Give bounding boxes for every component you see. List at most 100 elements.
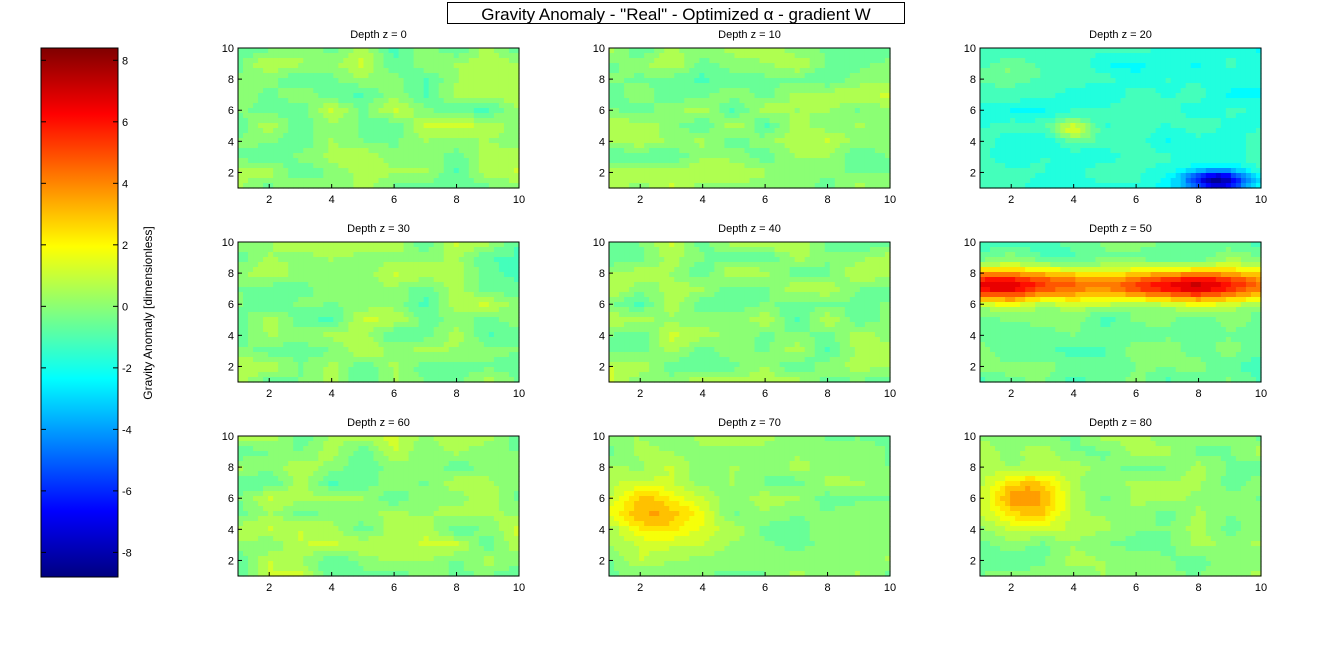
- contour-cell: [338, 148, 344, 154]
- contour-cell: [268, 133, 274, 139]
- contour-cell: [1160, 73, 1167, 79]
- contour-cell: [624, 58, 630, 64]
- contour-cell: [824, 123, 831, 129]
- contour-cell: [734, 178, 741, 184]
- contour-cell: [1155, 118, 1162, 124]
- contour-cell: [503, 118, 510, 124]
- contour-cell: [413, 93, 420, 99]
- contour-cell: [1115, 158, 1122, 164]
- contour-cell: [990, 178, 996, 184]
- contour-cell: [879, 108, 886, 114]
- contour-cell: [418, 143, 425, 149]
- contour-cell: [689, 83, 695, 89]
- contour-cell: [363, 148, 370, 154]
- contour-cell: [779, 118, 786, 124]
- contour-cell: [754, 133, 761, 139]
- contour-cell: [318, 178, 324, 184]
- contour-cell: [508, 73, 515, 79]
- contour-cell: [769, 183, 776, 189]
- contour-cell: [1000, 48, 1006, 54]
- contour-cell: [779, 173, 786, 179]
- contour-cell: [433, 68, 440, 74]
- contour-cell: [669, 148, 675, 154]
- contour-cell: [1165, 168, 1172, 174]
- contour-cell: [418, 178, 425, 184]
- contour-cell: [1095, 153, 1102, 159]
- contour-cell: [819, 178, 826, 184]
- contour-cell: [478, 48, 485, 54]
- contour-cell: [463, 183, 470, 189]
- contour-cell: [1155, 178, 1162, 184]
- contour-cell: [1235, 83, 1242, 89]
- contour-cell: [1035, 93, 1041, 99]
- contour-cell: [433, 88, 440, 94]
- contour-cell: [323, 158, 329, 164]
- contour-cell: [373, 128, 380, 134]
- contour-cell: [789, 138, 796, 144]
- contour-cell: [323, 98, 329, 104]
- contour-cell: [714, 168, 720, 174]
- contour-cell: [629, 148, 635, 154]
- contour-cell: [493, 83, 500, 89]
- contour-cell: [508, 103, 515, 109]
- contour-cell: [1155, 83, 1162, 89]
- contour-cell: [834, 138, 841, 144]
- contour-cell: [1175, 173, 1182, 179]
- contour-cell: [1130, 63, 1137, 69]
- contour-cell: [1130, 98, 1137, 104]
- contour-cell: [438, 138, 445, 144]
- contour-cell: [1035, 168, 1041, 174]
- contour-cell: [278, 53, 284, 59]
- contour-cell: [699, 178, 705, 184]
- contour-cell: [313, 48, 319, 54]
- contour-cell: [1110, 108, 1117, 114]
- contour-cell: [248, 63, 254, 69]
- contour-cell: [1040, 83, 1046, 89]
- contour-cell: [764, 113, 771, 119]
- contour-cell: [473, 58, 480, 64]
- contour-cell: [348, 93, 355, 99]
- contour-cell: [1045, 108, 1051, 114]
- contour-cell: [238, 252, 244, 258]
- contour-cell: [679, 143, 685, 149]
- contour-cell: [1110, 48, 1117, 54]
- contour-cell: [1215, 108, 1222, 114]
- contour-cell: [1030, 83, 1036, 89]
- contour-cell: [268, 118, 274, 124]
- contour-cell: [704, 83, 710, 89]
- contour-cell: [1065, 68, 1071, 74]
- contour-cell: [869, 173, 876, 179]
- contour-cell: [278, 143, 284, 149]
- contour-cell: [774, 63, 781, 69]
- contour-cell: [879, 158, 886, 164]
- contour-cell: [293, 178, 299, 184]
- contour-cell: [739, 48, 746, 54]
- contour-cell: [308, 113, 314, 119]
- contour-cell: [243, 98, 249, 104]
- contour-cell: [398, 83, 405, 89]
- contour-cell: [834, 113, 841, 119]
- contour-cell: [1100, 93, 1107, 99]
- contour-cell: [839, 163, 846, 169]
- contour-cell: [333, 88, 339, 94]
- contour-cell: [308, 138, 314, 144]
- contour-cell: [804, 158, 811, 164]
- contour-cell: [1150, 158, 1157, 164]
- contour-cell: [333, 113, 339, 119]
- contour-cell: [849, 103, 856, 109]
- contour-cell: [844, 158, 851, 164]
- contour-cell: [258, 128, 264, 134]
- contour-cell: [1120, 78, 1127, 84]
- contour-cell: [393, 133, 400, 139]
- panel-frame: [979, 47, 1262, 189]
- contour-cell: [649, 178, 655, 184]
- contour-cell: [443, 48, 450, 54]
- contour-cell: [328, 63, 334, 69]
- contour-cell: [759, 153, 766, 159]
- contour-cell: [824, 153, 831, 159]
- contour-cell: [739, 58, 746, 64]
- contour-cell: [684, 48, 690, 54]
- contour-cell: [1185, 138, 1192, 144]
- contour-cell: [363, 88, 370, 94]
- contour-cell: [373, 98, 380, 104]
